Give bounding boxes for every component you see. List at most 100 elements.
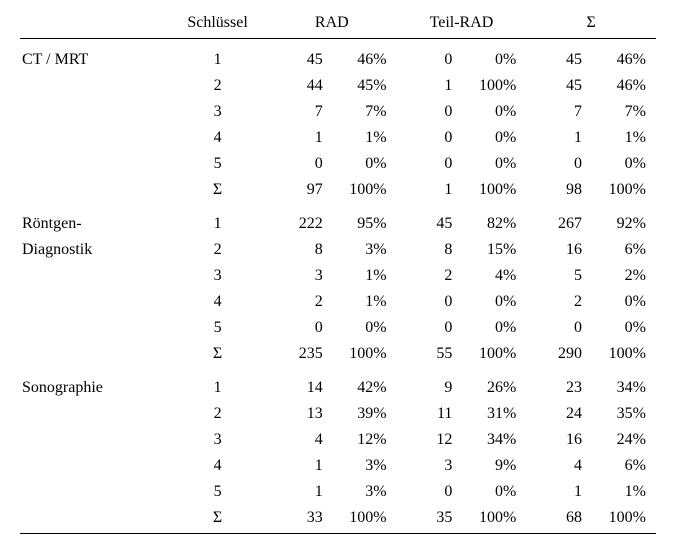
header-rad: RAD — [267, 10, 397, 39]
value-cell: 1 — [397, 177, 459, 203]
value-cell: 34% — [458, 427, 526, 453]
key-cell: 2 — [168, 237, 267, 263]
group-spacer — [20, 39, 656, 48]
table-row: 24445%1100%4546% — [20, 73, 656, 99]
key-cell: 1 — [168, 375, 267, 401]
value-cell: 3 — [267, 263, 329, 289]
value-cell: 15% — [458, 237, 526, 263]
value-cell: 4 — [526, 453, 588, 479]
value-cell: 16 — [526, 237, 588, 263]
category-cell — [20, 505, 168, 534]
value-cell: 95% — [329, 211, 397, 237]
value-cell: 23 — [526, 375, 588, 401]
value-cell: 46% — [588, 47, 656, 73]
value-cell: 100% — [329, 341, 397, 367]
value-cell: 1 — [397, 73, 459, 99]
key-cell: Σ — [168, 505, 267, 534]
value-cell: 3 — [397, 453, 459, 479]
value-cell: 3% — [329, 479, 397, 505]
table-row: Σ33100%35100%68100% — [20, 505, 656, 534]
value-cell: 100% — [458, 177, 526, 203]
category-cell: Röntgen- — [20, 211, 168, 237]
value-cell: 12% — [329, 427, 397, 453]
key-cell: Σ — [168, 177, 267, 203]
value-cell: 0% — [329, 315, 397, 341]
value-cell: 82% — [458, 211, 526, 237]
value-cell: 0% — [329, 151, 397, 177]
value-cell: 0% — [458, 151, 526, 177]
value-cell: 100% — [458, 505, 526, 534]
value-cell: 35 — [397, 505, 459, 534]
value-cell: 0 — [267, 315, 329, 341]
category-cell: Diagnostik — [20, 237, 168, 263]
header-sum: Σ — [526, 10, 656, 39]
table-row: 413%39%46% — [20, 453, 656, 479]
key-cell: 3 — [168, 427, 267, 453]
value-cell: 100% — [458, 341, 526, 367]
key-cell: 1 — [168, 47, 267, 73]
value-cell: 0% — [588, 289, 656, 315]
value-cell: 1 — [267, 479, 329, 505]
category-cell — [20, 125, 168, 151]
group-spacer — [20, 367, 656, 375]
key-cell: 5 — [168, 151, 267, 177]
table-row: Σ97100%1100%98100% — [20, 177, 656, 203]
value-cell: 1% — [588, 125, 656, 151]
value-cell: 290 — [526, 341, 588, 367]
value-cell: 16 — [526, 427, 588, 453]
value-cell: 0% — [458, 47, 526, 73]
value-cell: 45 — [397, 211, 459, 237]
value-cell: 33 — [267, 505, 329, 534]
category-cell: Sonographie — [20, 375, 168, 401]
value-cell: 1% — [329, 263, 397, 289]
value-cell: 12 — [397, 427, 459, 453]
value-cell: 44 — [267, 73, 329, 99]
table-row: Sonographie11442%926%2334% — [20, 375, 656, 401]
key-cell: 5 — [168, 315, 267, 341]
key-cell: 3 — [168, 263, 267, 289]
key-cell: 2 — [168, 401, 267, 427]
value-cell: 2 — [397, 263, 459, 289]
value-cell: 1% — [329, 125, 397, 151]
value-cell: 45 — [526, 47, 588, 73]
value-cell: 24% — [588, 427, 656, 453]
value-cell: 45 — [267, 47, 329, 73]
value-cell: 42% — [329, 375, 397, 401]
key-cell: Σ — [168, 341, 267, 367]
table-row: 21339%1131%2435% — [20, 401, 656, 427]
value-cell: 100% — [329, 505, 397, 534]
table-row: Σ235100%55100%290100% — [20, 341, 656, 367]
value-cell: 3% — [329, 237, 397, 263]
value-cell: 45% — [329, 73, 397, 99]
value-cell: 98 — [526, 177, 588, 203]
table-row: Röntgen-122295%4582%26792% — [20, 211, 656, 237]
value-cell: 0 — [267, 151, 329, 177]
value-cell: 100% — [588, 177, 656, 203]
header-category — [20, 10, 168, 39]
table-row: CT / MRT14546%00%4546% — [20, 47, 656, 73]
value-cell: 7% — [329, 99, 397, 125]
value-cell: 4 — [267, 427, 329, 453]
value-cell: 45 — [526, 73, 588, 99]
key-cell: 2 — [168, 73, 267, 99]
value-cell: 100% — [588, 505, 656, 534]
value-cell: 2 — [267, 289, 329, 315]
category-cell — [20, 479, 168, 505]
value-cell: 0 — [526, 315, 588, 341]
value-cell: 26% — [458, 375, 526, 401]
value-cell: 100% — [588, 341, 656, 367]
value-cell: 55 — [397, 341, 459, 367]
key-cell: 4 — [168, 125, 267, 151]
key-cell: 3 — [168, 99, 267, 125]
value-cell: 1 — [267, 125, 329, 151]
value-cell: 0 — [397, 125, 459, 151]
value-cell: 100% — [329, 177, 397, 203]
category-cell — [20, 427, 168, 453]
value-cell: 0% — [458, 479, 526, 505]
value-cell: 1 — [267, 453, 329, 479]
value-cell: 0% — [458, 289, 526, 315]
table-header: Schlüssel RAD Teil-RAD Σ — [20, 10, 656, 39]
value-cell: 1 — [526, 479, 588, 505]
category-cell — [20, 177, 168, 203]
key-cell: 4 — [168, 289, 267, 315]
